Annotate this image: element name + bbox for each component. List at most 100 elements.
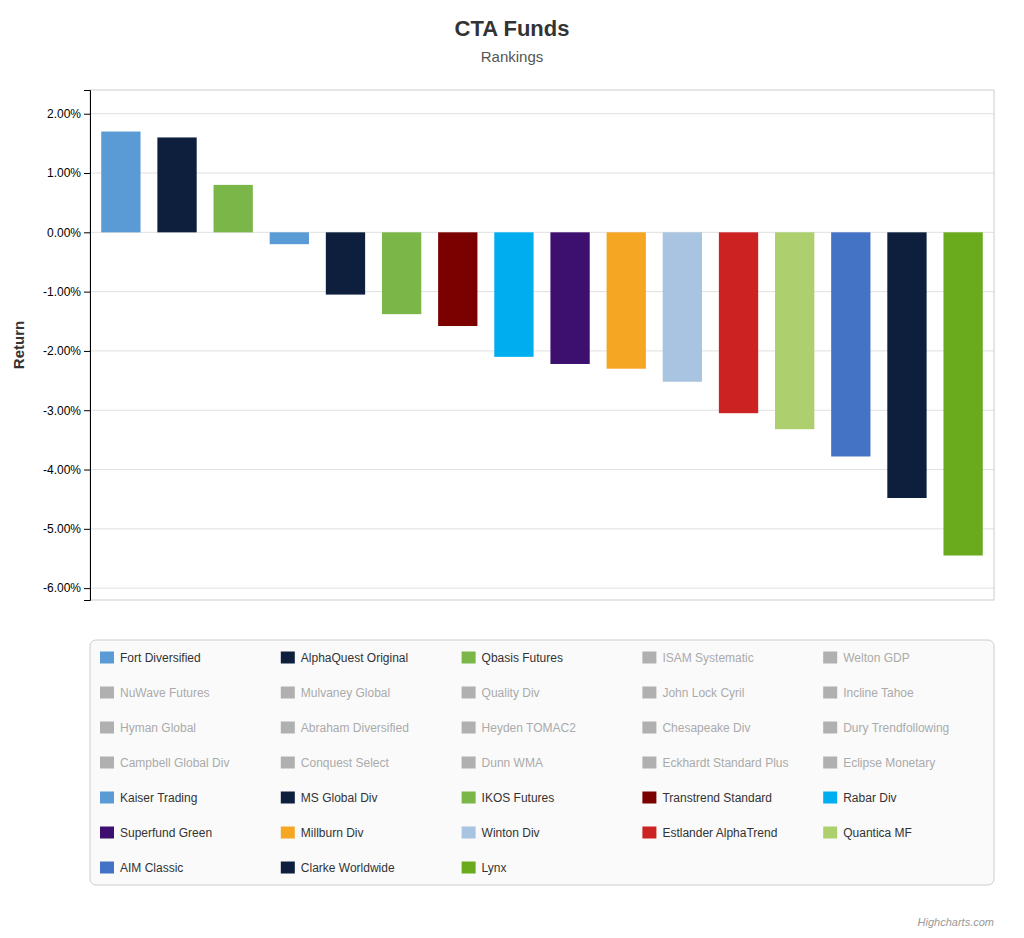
legend-item: ISAM Systematic [642,651,753,665]
y-tick-mark [84,410,90,411]
legend-label: Eckhardt Standard Plus [662,756,788,770]
plot: -6.00%-5.00%-4.00%-3.00%-2.00%-1.00%0.00… [43,90,994,601]
legend-item: Eckhardt Standard Plus [642,756,788,770]
legend-item: Chesapeake Div [642,721,750,735]
bar [663,232,702,381]
legend-swatch [642,687,656,699]
y-tick-mark [84,232,90,233]
y-tick: -3.00% [43,404,90,418]
grid [90,114,994,588]
legend-label: Winton Div [482,826,540,840]
grid-line [90,588,994,589]
legend-item: Campbell Global Div [100,756,229,770]
legend-item: Abraham Diversified [281,721,409,735]
legend-swatch [281,792,295,804]
y-tick-label: -6.00% [43,581,81,595]
legend-label: Dury Trendfollowing [843,721,949,735]
grid-line [90,113,994,114]
grid-line [90,173,994,174]
legend-swatch [462,757,476,769]
legend-swatch [642,827,656,839]
legend-item: John Lock Cyril [642,686,744,700]
bar [438,232,477,326]
legend-item: Quantica MF [823,826,912,840]
legend-swatch [462,792,476,804]
legend-swatch [642,757,656,769]
legend-label: Heyden TOMAC2 [482,721,577,735]
y-tick-mark [84,173,90,174]
legend-swatch [462,827,476,839]
y-tick-label: -5.00% [43,522,81,536]
legend: Fort Diversified AlphaQuest Original Qbasi… [90,640,994,885]
subtitle: Rankings [481,48,544,65]
bar [382,232,421,314]
legend-item: Welton GDP [823,651,909,665]
legend-item: Winton Div [462,826,540,840]
legend-item: NuWave Futures [100,686,210,700]
bar [719,232,758,413]
legend-swatch [462,862,476,874]
legend-item: AlphaQuest Original [281,651,408,665]
legend-label: Chesapeake Div [662,721,750,735]
y-tick-label: -3.00% [43,404,81,418]
legend-item: Heyden TOMAC2 [462,721,577,735]
y-tick: 0.00% [47,226,90,240]
legend-label: Kaiser Trading [120,791,197,805]
y-tick-label: -4.00% [43,463,81,477]
legend-label: Fort Diversified [120,651,201,665]
annotation: Highcharts.com [918,916,994,928]
y-tick: -1.00% [43,285,90,299]
legend-label: Abraham Diversified [301,721,409,735]
legend-swatch [100,862,114,874]
chart: CTA Funds Rankings -6.00% -5.00% -4.00% -3.00… [0,0,1024,938]
legend-swatch [100,792,114,804]
legend-item: Conquest Select [281,756,390,770]
legend-label: IKOS Futures [482,791,555,805]
legend-swatch [462,722,476,734]
legend-box [90,640,994,885]
y-axis: -6.00%-5.00%-4.00%-3.00%-2.00%-1.00%0.00… [43,91,91,601]
legend-label: Quality Div [482,686,540,700]
bars [101,132,983,556]
bar [326,232,365,294]
y-tick-mark [84,114,90,115]
legend-swatch [823,827,837,839]
legend-label: Mulvaney Global [301,686,390,700]
legend-item: Qbasis Futures [462,651,563,665]
legend-swatch [642,792,656,804]
legend-swatch [100,757,114,769]
y-tick-mark [84,292,90,293]
title: CTA Funds [455,16,570,41]
legend-label: Qbasis Futures [482,651,563,665]
y-tick-label: 1.00% [47,166,81,180]
legend-item: Quality Div [462,686,540,700]
legend-label: AIM Classic [120,861,183,875]
legend-label: NuWave Futures [120,686,210,700]
legend-swatch [823,757,837,769]
legend-item: Mulvaney Global [281,686,390,700]
legend-swatch [823,687,837,699]
y-tick: 2.00% [47,107,90,121]
legend-label: Lynx [482,861,507,875]
legend-item: Lynx [462,861,507,875]
y-tick-mark [84,470,90,471]
legend-item: Dunn WMA [462,756,543,770]
legend-label: Incline Tahoe [843,686,914,700]
legend-label: MS Global Div [301,791,378,805]
legend-item: Estlander AlphaTrend [642,826,777,840]
y-axis-title: Return [10,321,27,369]
y-tick-label: 2.00% [47,107,81,121]
legend-item: Millburn Div [281,826,364,840]
legend-swatch [281,652,295,664]
legend-label: Quantica MF [843,826,912,840]
bar [550,232,589,364]
legend-item: IKOS Futures [462,791,555,805]
y-tick-mark [84,351,90,352]
legend-swatch [823,792,837,804]
legend-item: Hyman Global [100,721,196,735]
bar [101,132,140,233]
y-tick-mark [84,529,90,530]
legend-label: Eclipse Monetary [843,756,935,770]
legend-swatch [100,652,114,664]
legend-swatch [642,652,656,664]
